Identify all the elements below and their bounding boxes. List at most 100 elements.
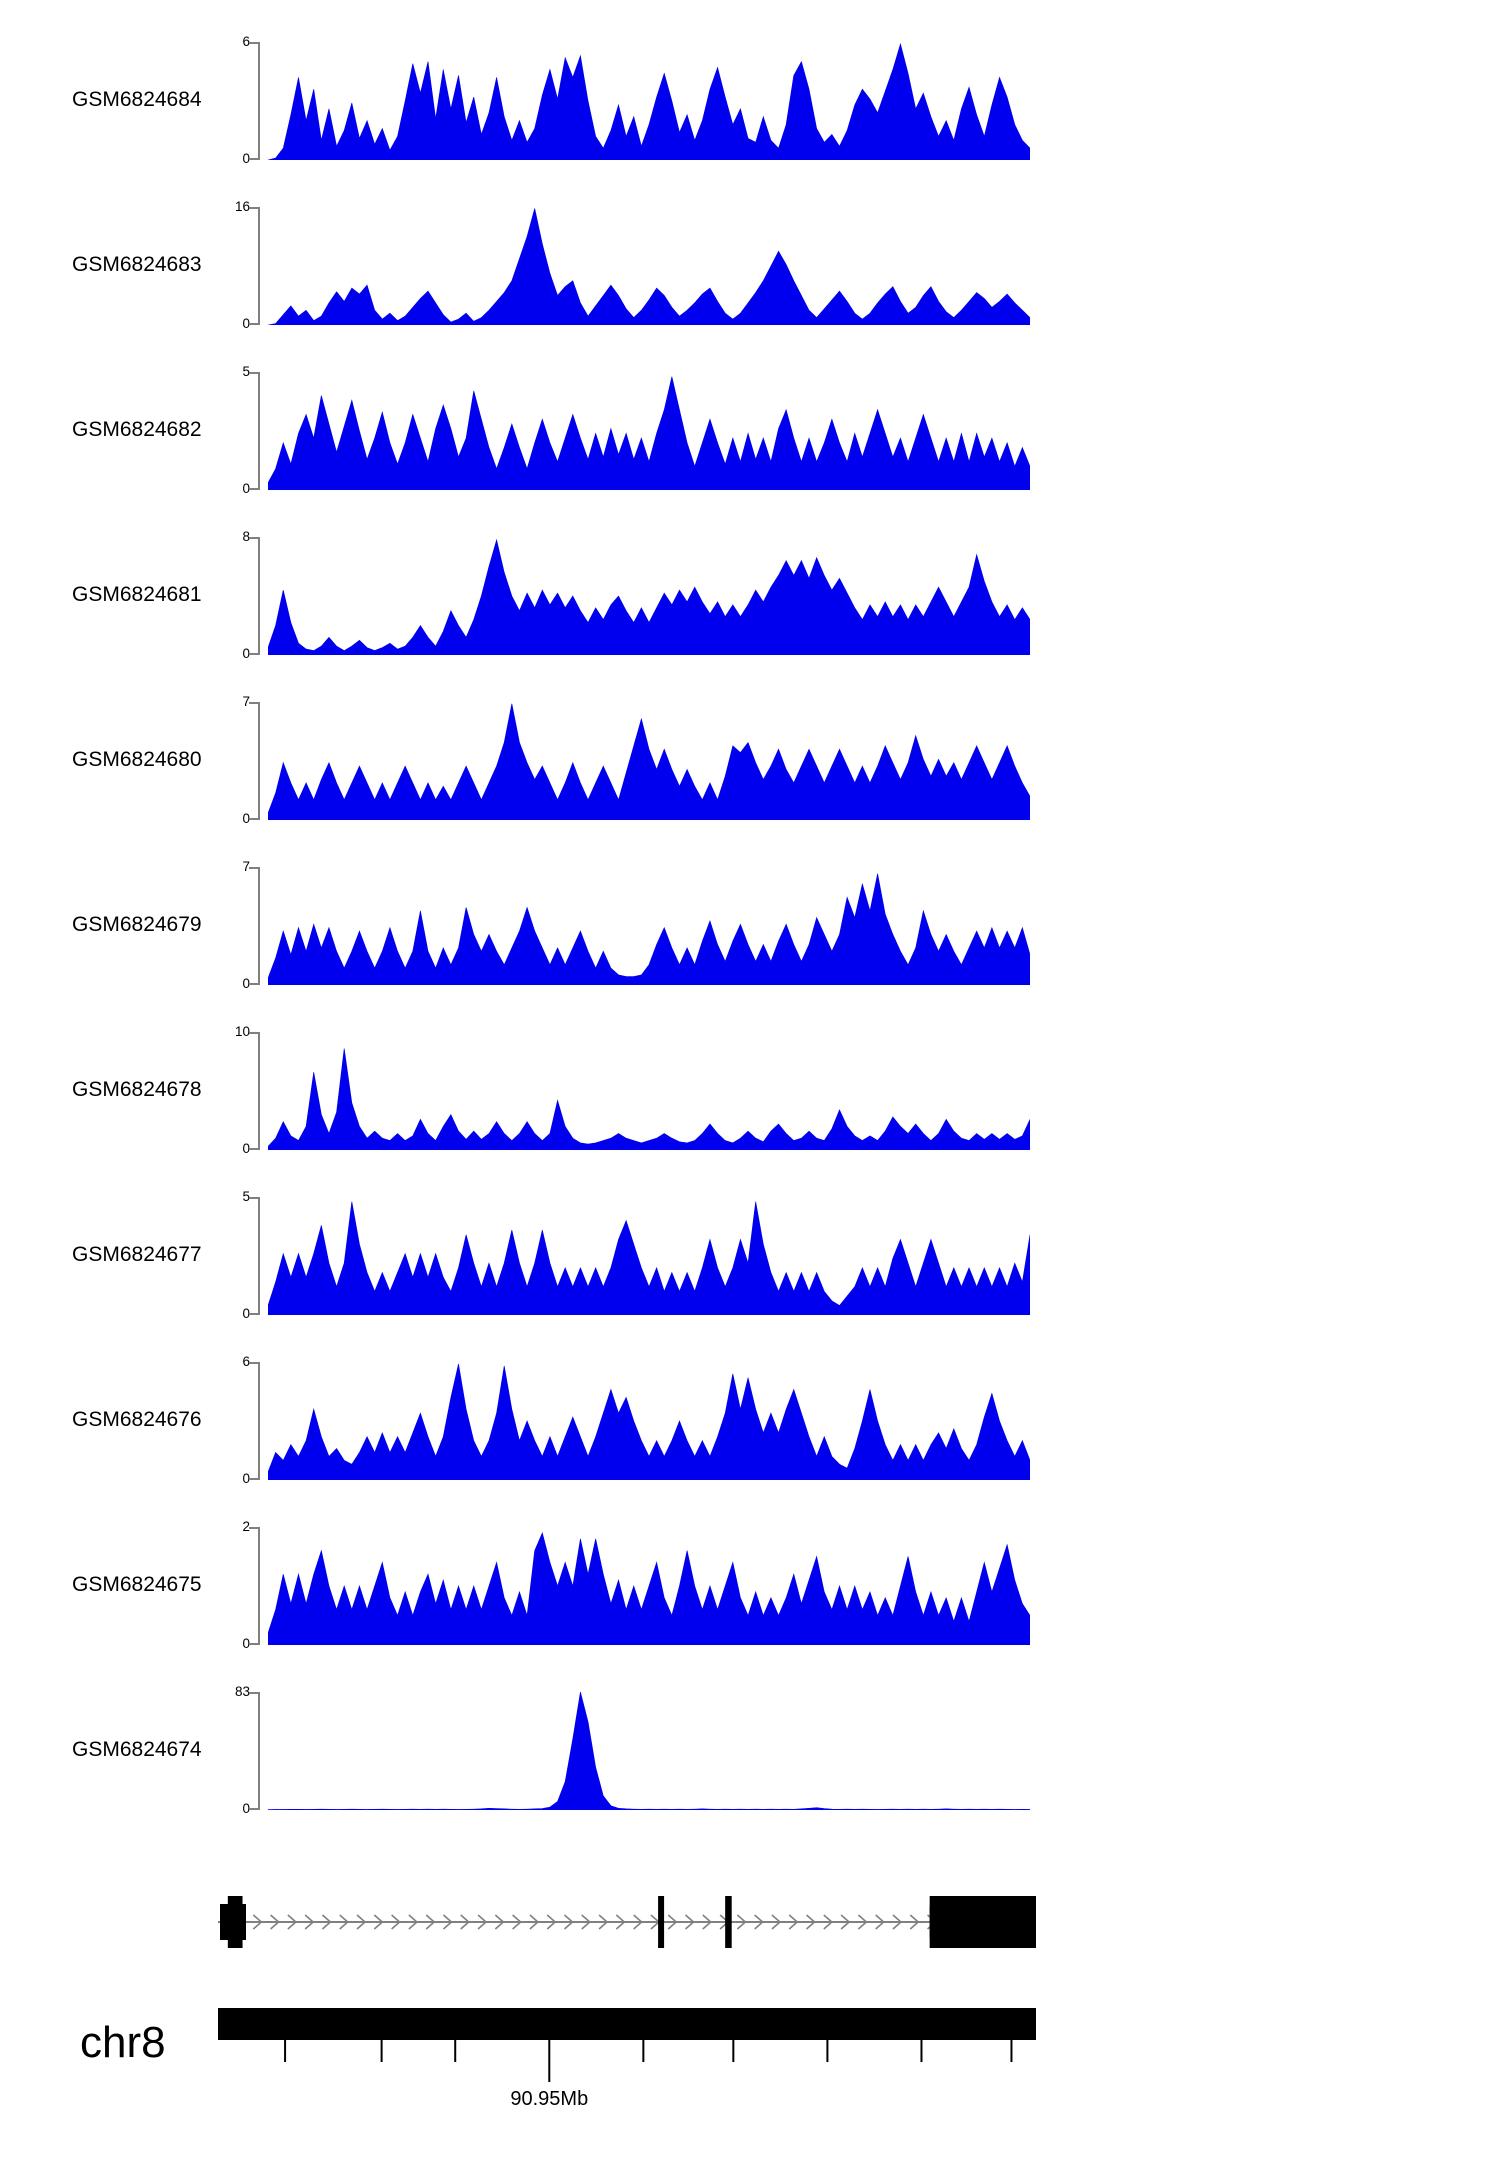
gene-exon[interactable]	[658, 1896, 665, 1948]
gene-terminal-exon[interactable]	[929, 1906, 1036, 1938]
coverage-area-plot	[268, 376, 1030, 490]
axis-max-label: 10	[234, 1024, 250, 1039]
strand-arrow-icon	[788, 1914, 799, 1930]
coverage-track[interactable]: GSM6824677 5 0	[0, 1190, 1500, 1320]
axis-spine	[258, 702, 260, 820]
track-sample-label: GSM6824683	[72, 253, 202, 276]
strand-arrow-icon	[356, 1914, 367, 1930]
strand-arrow-icon	[563, 1914, 574, 1930]
strand-arrow-icon	[287, 1914, 298, 1930]
coverage-polygon	[268, 1201, 1030, 1315]
axis-max-label: 16	[234, 199, 250, 214]
axis-tick-max	[249, 867, 260, 869]
axis-spine	[258, 372, 260, 490]
gene-exon[interactable]	[227, 1896, 243, 1948]
axis-spine	[258, 867, 260, 985]
coverage-polygon	[268, 376, 1030, 490]
axis-tick-max	[249, 1527, 260, 1529]
coverage-track[interactable]: GSM6824681 8 0	[0, 530, 1500, 660]
strand-arrow-icon	[892, 1914, 903, 1930]
chromosome-label: chr8	[80, 2018, 166, 2067]
coverage-area-plot	[268, 1531, 1030, 1645]
axis-max-label: 5	[242, 1189, 250, 1204]
strand-arrow-icon	[684, 1914, 695, 1930]
axis-max-label: 83	[234, 1684, 250, 1699]
axis-tick-zero	[249, 488, 260, 490]
axis-tick-zero	[249, 1478, 260, 1480]
track-sample-label: GSM6824681	[72, 583, 202, 606]
axis-spine	[258, 1692, 260, 1810]
strand-arrow-icon	[736, 1914, 747, 1930]
coverage-track[interactable]: GSM6824674 83 0	[0, 1685, 1500, 1815]
coverage-area-plot	[268, 1363, 1030, 1480]
coverage-track[interactable]: GSM6824682 5 0	[0, 365, 1500, 495]
track-sample-label: GSM6824674	[72, 1738, 202, 1761]
coverage-track[interactable]: GSM6824678 10 0	[0, 1025, 1500, 1155]
gene-model-track[interactable]	[0, 1880, 1500, 1990]
coverage-track[interactable]: GSM6824684 6 0	[0, 35, 1500, 165]
axis-spine	[258, 1197, 260, 1315]
track-sample-label: GSM6824680	[72, 748, 202, 771]
chromosome-bar[interactable]	[218, 2008, 1036, 2040]
axis-tick-max	[249, 372, 260, 374]
strand-arrow-icon	[598, 1914, 609, 1930]
axis-tick-zero	[249, 1313, 260, 1315]
axis-zero-label: 0	[242, 481, 250, 496]
strand-arrow-icon	[581, 1914, 591, 1930]
coverage-area-plot	[268, 1048, 1030, 1150]
coverage-polygon	[268, 1363, 1030, 1480]
gene-exon[interactable]	[725, 1896, 732, 1948]
track-sample-label: GSM6824676	[72, 1408, 202, 1431]
coverage-track[interactable]: GSM6824676 6 0	[0, 1355, 1500, 1485]
axis-spine	[258, 1362, 260, 1480]
axis-zero-label: 0	[242, 1801, 250, 1816]
strand-arrow-icon	[321, 1914, 332, 1930]
strand-arrow-icon	[546, 1914, 557, 1930]
axis-zero-label: 0	[242, 1471, 250, 1486]
track-sample-label: GSM6824679	[72, 913, 202, 936]
chromosome-ruler-svg	[218, 2008, 1036, 2082]
axis-max-label: 7	[242, 859, 250, 874]
coverage-area-plot	[268, 1201, 1030, 1315]
axis-max-label: 8	[242, 529, 250, 544]
axis-tick-zero	[249, 1148, 260, 1150]
coverage-polygon	[268, 1048, 1030, 1150]
coverage-track[interactable]: GSM6824679 7 0	[0, 860, 1500, 990]
gene-model-svg	[218, 1896, 1036, 1948]
axis-tick-max	[249, 1197, 260, 1199]
chromosome-ruler-track[interactable]: chr8 90.95Mb	[0, 2000, 1500, 2170]
coverage-area-plot	[268, 208, 1030, 325]
coverage-polygon	[268, 703, 1030, 820]
strand-arrow-icon	[771, 1914, 782, 1930]
strand-arrow-icon	[667, 1914, 678, 1930]
axis-tick-max	[249, 207, 260, 209]
coverage-area-plot	[268, 873, 1030, 985]
track-sample-label: GSM6824682	[72, 418, 202, 441]
coverage-track[interactable]: GSM6824683 16 0	[0, 200, 1500, 330]
axis-zero-label: 0	[242, 1306, 250, 1321]
strand-arrow-icon	[494, 1914, 505, 1930]
coverage-polygon	[268, 208, 1030, 325]
strand-arrow-icon	[512, 1914, 522, 1930]
axis-tick-max	[249, 702, 260, 704]
strand-arrow-icon	[270, 1914, 280, 1930]
axis-tick-max	[249, 1032, 260, 1034]
strand-arrow-icon	[615, 1914, 626, 1930]
strand-arrow-icon	[304, 1914, 315, 1930]
axis-tick-max	[249, 42, 260, 44]
axis-tick-zero	[249, 818, 260, 820]
axis-max-label: 6	[242, 1354, 250, 1369]
axis-zero-label: 0	[242, 151, 250, 166]
strand-arrow-icon	[391, 1914, 401, 1930]
coordinate-tick-label: 90.95Mb	[510, 2088, 589, 2110]
coverage-track[interactable]: GSM6824675 2 0	[0, 1520, 1500, 1650]
coverage-polygon	[268, 1531, 1030, 1645]
strand-arrow-icon	[823, 1914, 834, 1930]
strand-arrow-icon	[840, 1914, 851, 1930]
strand-arrow-icon	[857, 1914, 868, 1930]
strand-arrow-icon	[909, 1914, 920, 1930]
coverage-polygon	[268, 1692, 1030, 1810]
track-sample-label: GSM6824678	[72, 1078, 202, 1101]
coverage-track[interactable]: GSM6824680 7 0	[0, 695, 1500, 825]
